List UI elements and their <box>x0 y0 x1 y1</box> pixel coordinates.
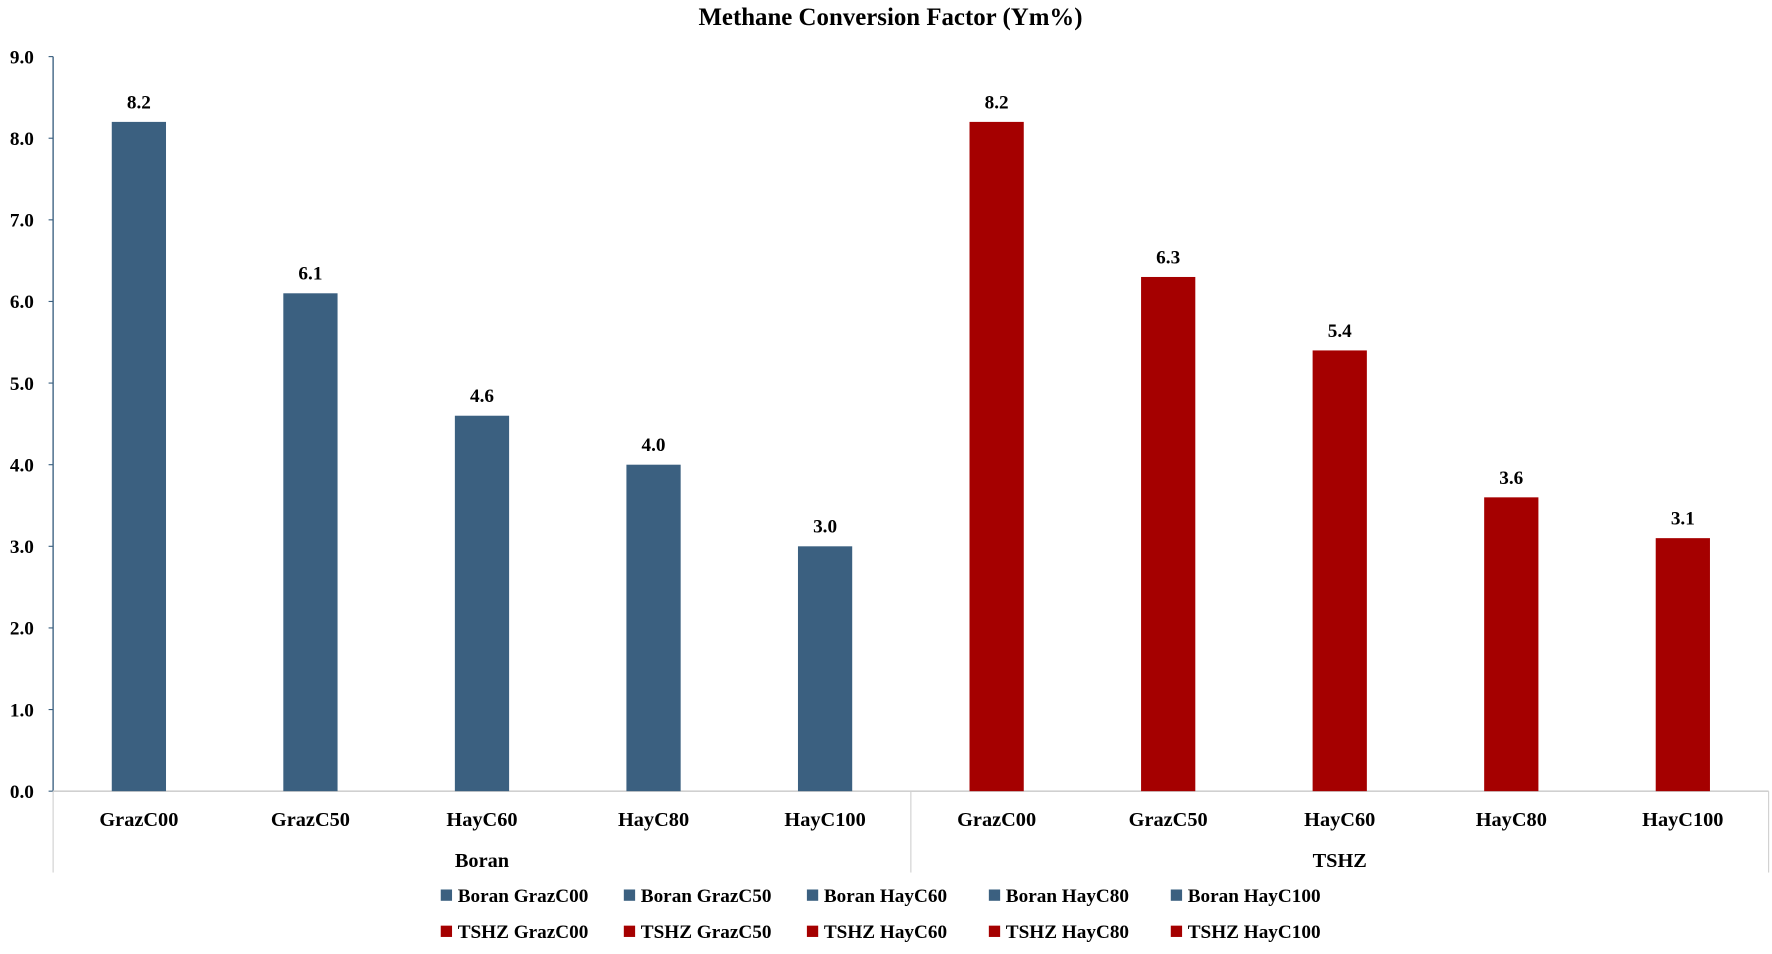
x-category-label: HayC80 <box>1476 809 1547 831</box>
data-label: 3.1 <box>1671 509 1695 530</box>
x-category-label: HayC100 <box>784 809 865 831</box>
bar-boran-grazc50 <box>283 293 338 792</box>
legend-item: Boran HayC80 <box>988 886 1129 907</box>
y-tick-label: 7.0 <box>10 211 34 232</box>
legend-item: Boran GrazC00 <box>440 886 589 907</box>
bar-tshz-hayc100 <box>1655 538 1710 792</box>
x-category-label: GrazC00 <box>957 809 1036 831</box>
legend-item: TSHZ GrazC50 <box>623 922 772 943</box>
bar-tshz-hayc80 <box>1484 497 1539 792</box>
data-label: 4.0 <box>642 435 666 456</box>
legend-item: TSHZ HayC60 <box>806 922 947 943</box>
bar-boran-hayc60 <box>454 415 510 792</box>
legend-label: Boran HayC60 <box>824 886 947 907</box>
x-group-label: TSHZ <box>1313 850 1367 872</box>
x-group-label: Boran <box>455 850 509 872</box>
legend-label: Boran GrazC50 <box>641 886 772 907</box>
legend-swatch <box>988 925 1001 937</box>
x-category-label: HayC60 <box>1304 809 1375 831</box>
legend-swatch <box>1170 925 1183 937</box>
data-label: 6.3 <box>1156 247 1180 268</box>
legend-item: TSHZ GrazC00 <box>440 922 589 943</box>
bar-boran-hayc100 <box>797 546 853 792</box>
legend-item: Boran HayC100 <box>1170 886 1321 907</box>
y-tick-label: 2.0 <box>10 619 34 640</box>
legend-item: Boran GrazC50 <box>623 886 772 907</box>
legend-label: Boran GrazC00 <box>458 886 589 907</box>
data-label: 3.0 <box>813 517 837 538</box>
legend-swatch <box>1170 889 1183 901</box>
legend-label: TSHZ GrazC50 <box>641 922 772 943</box>
legend-label: TSHZ GrazC00 <box>458 922 589 943</box>
bar-tshz-grazc00 <box>969 121 1024 792</box>
legend-item: TSHZ HayC100 <box>1170 922 1321 943</box>
data-label: 5.4 <box>1328 321 1352 342</box>
data-label: 3.6 <box>1499 468 1523 489</box>
legend-swatch <box>623 889 636 901</box>
x-category-label: HayC80 <box>618 809 689 831</box>
bar-tshz-grazc50 <box>1141 276 1196 792</box>
legend-swatch <box>440 925 453 937</box>
legend-item: TSHZ HayC80 <box>988 922 1129 943</box>
data-label: 8.2 <box>127 92 151 113</box>
legend-swatch <box>988 889 1001 901</box>
data-label: 8.2 <box>985 92 1009 113</box>
legend-swatch <box>806 925 819 937</box>
y-tick-label: 6.0 <box>10 292 34 313</box>
legend-swatch <box>623 925 636 937</box>
bar-boran-grazc00 <box>111 121 167 792</box>
x-category-label: GrazC00 <box>99 809 178 831</box>
y-tick-label: 1.0 <box>10 700 34 721</box>
y-tick-label: 9.0 <box>10 47 34 68</box>
y-tick-label: 0.0 <box>10 782 34 803</box>
x-category-label: GrazC50 <box>1129 809 1208 831</box>
legend-label: TSHZ HayC100 <box>1188 922 1321 943</box>
legend-swatch <box>806 889 819 901</box>
x-category-label: GrazC50 <box>271 809 350 831</box>
data-label: 6.1 <box>298 264 322 285</box>
bar-tshz-hayc60 <box>1312 350 1367 792</box>
legend-item: Boran HayC60 <box>806 886 947 907</box>
y-tick-label: 8.0 <box>10 129 34 150</box>
x-category-label: HayC60 <box>446 809 517 831</box>
chart-title: Methane Conversion Factor (Ym%) <box>698 4 1082 31</box>
y-tick-label: 4.0 <box>10 455 34 476</box>
legend-label: Boran HayC80 <box>1006 886 1129 907</box>
legend-label: TSHZ HayC60 <box>824 922 947 943</box>
y-tick-label: 3.0 <box>10 537 34 558</box>
bar-boran-hayc80 <box>626 464 681 792</box>
legend-label: Boran HayC100 <box>1188 886 1321 907</box>
x-category-label: HayC100 <box>1642 809 1723 831</box>
y-tick-label: 5.0 <box>10 374 34 395</box>
data-label: 4.6 <box>470 386 494 407</box>
legend-label: TSHZ HayC80 <box>1006 922 1129 943</box>
legend-swatch <box>440 889 453 901</box>
